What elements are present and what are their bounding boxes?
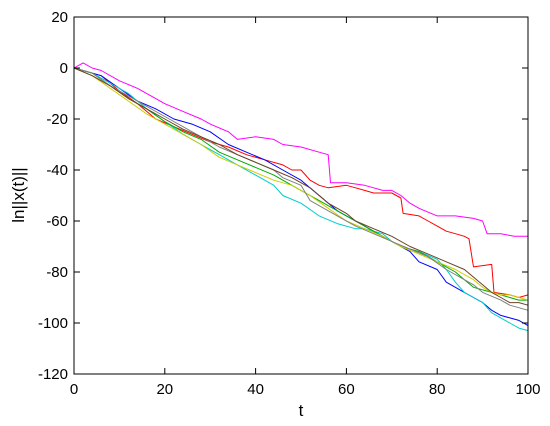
y-tick-label: 20 <box>51 9 68 26</box>
x-tick-label: 0 <box>70 381 78 398</box>
series-layer <box>73 62 529 332</box>
y-tick-label: -120 <box>38 366 68 383</box>
y-tick-label: -80 <box>46 264 68 281</box>
y-tick-label: 0 <box>60 60 68 77</box>
y-tick-label: -20 <box>46 111 68 128</box>
y-axis-label: ln||x(t)|| <box>9 167 28 222</box>
axes-box <box>73 16 529 375</box>
series-line-1 <box>73 62 528 237</box>
plot-area <box>74 17 528 374</box>
x-tick-label: 60 <box>338 381 355 398</box>
y-tick-label: -60 <box>46 213 68 230</box>
x-tick-label: 100 <box>515 381 540 398</box>
x-axis-ticks: 0 20 40 60 80 100 <box>70 17 541 398</box>
series-line-8 <box>73 67 529 306</box>
y-tick-label: -40 <box>46 162 68 179</box>
x-tick-label: 80 <box>429 381 446 398</box>
y-axis-ticks: 20 0 -20 -40 -60 -80 -100 -120 <box>38 9 528 383</box>
y-tick-label: -100 <box>38 315 68 332</box>
x-tick-label: 40 <box>247 381 264 398</box>
x-axis-label: t <box>299 401 304 420</box>
series-line-6 <box>73 67 529 301</box>
x-tick-label: 20 <box>156 381 173 398</box>
series-line-7 <box>73 67 529 311</box>
series-line-4 <box>73 67 529 332</box>
